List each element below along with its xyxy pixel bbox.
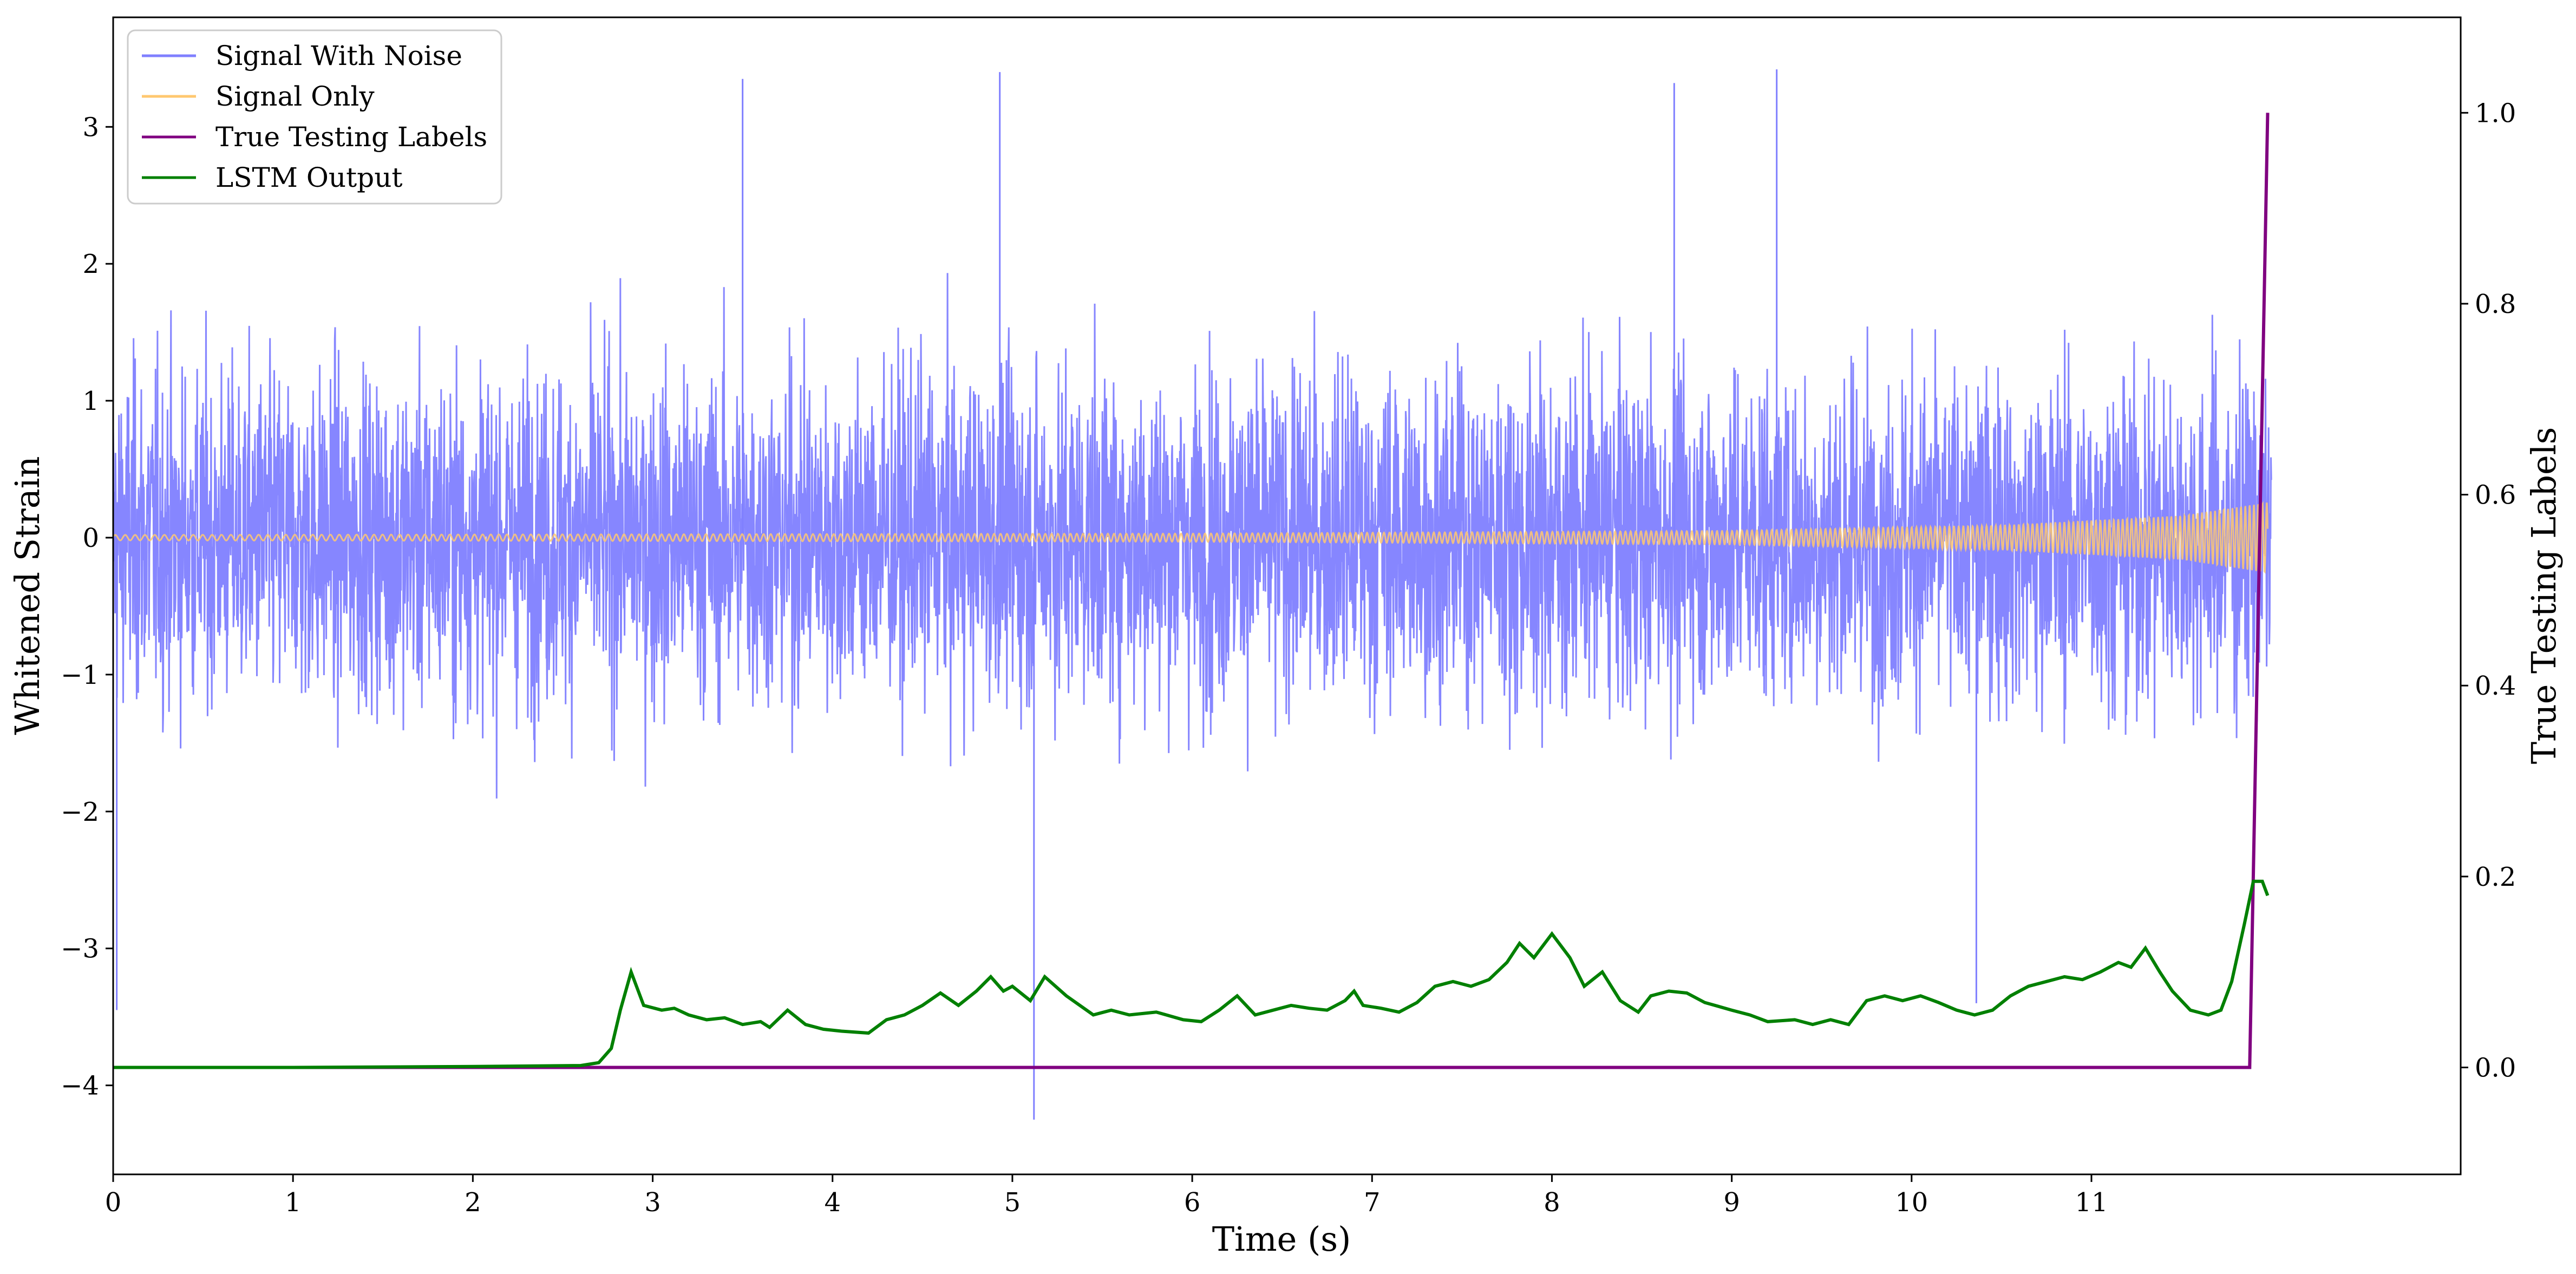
signal-only-series xyxy=(113,501,2268,574)
y-left-tick-label: 2 xyxy=(82,249,99,279)
y-right-tick-label: 0.4 xyxy=(2475,671,2516,701)
signal-with-noise-line xyxy=(113,273,2272,799)
signal-only-line xyxy=(113,501,2268,574)
y-right-tick-label: 0.2 xyxy=(2475,862,2516,892)
x-tick-label: 3 xyxy=(644,1187,661,1218)
x-tick-label: 11 xyxy=(2075,1187,2108,1218)
y-left-tick-label: 3 xyxy=(82,112,99,142)
y-left-tick-label: −1 xyxy=(61,660,99,690)
y-right-tick-label: 0.6 xyxy=(2475,480,2516,511)
x-axis-label: Time (s) xyxy=(1212,1219,1351,1259)
legend-box xyxy=(127,29,502,205)
y-axis-right: 0.0 0.2 0.4 0.6 0.8 1.0 xyxy=(2461,98,2516,1083)
y-left-tick-label: −4 xyxy=(61,1071,99,1101)
x-axis: 0 1 2 3 4 5 6 7 8 9 10 11 xyxy=(105,1174,2108,1218)
plot-area xyxy=(113,69,2272,1120)
lstm-output-line xyxy=(113,879,2270,1069)
true-testing-labels-series xyxy=(113,113,2270,1069)
x-tick-label: 8 xyxy=(1544,1187,1560,1218)
plot-frame xyxy=(112,16,2462,1175)
legend-label-lstm-output: LSTM Output xyxy=(215,162,402,193)
legend-label-true-testing-labels: True Testing Labels xyxy=(215,121,487,153)
y-right-tick-label: 0.8 xyxy=(2475,289,2516,319)
true-testing-labels-line xyxy=(113,113,2270,1069)
y-axis-right-label: True Testing Labels xyxy=(2524,427,2564,765)
y-left-tick-label: −3 xyxy=(61,934,99,964)
signal-with-noise-series xyxy=(113,69,2272,1120)
legend-label-signal-with-noise: Signal With Noise xyxy=(215,40,462,71)
x-tick-label: 5 xyxy=(1004,1187,1021,1218)
legend: Signal With Noise Signal Only True Testi… xyxy=(127,29,502,205)
y-left-tick-label: 0 xyxy=(82,523,99,553)
x-tick-label: 9 xyxy=(1723,1187,1740,1218)
x-tick-label: 7 xyxy=(1364,1187,1381,1218)
x-tick-label: 6 xyxy=(1184,1187,1201,1218)
x-tick-label: 2 xyxy=(465,1187,481,1218)
y-right-tick-label: 0.0 xyxy=(2475,1053,2516,1083)
y-axis-left: −4 −3 −2 −1 0 1 2 3 xyxy=(61,112,113,1101)
y-right-tick-label: 1.0 xyxy=(2475,98,2516,128)
lstm-output-series xyxy=(113,879,2270,1069)
y-left-tick-label: −2 xyxy=(61,797,99,827)
legend-label-signal-only: Signal Only xyxy=(215,81,375,112)
y-axis-left-label: Whitened Strain xyxy=(8,456,47,735)
x-tick-label: 0 xyxy=(105,1187,122,1218)
y-left-tick-label: 1 xyxy=(82,386,99,416)
x-tick-label: 10 xyxy=(1895,1187,1928,1218)
x-tick-label: 1 xyxy=(285,1187,302,1218)
x-tick-label: 4 xyxy=(824,1187,841,1218)
